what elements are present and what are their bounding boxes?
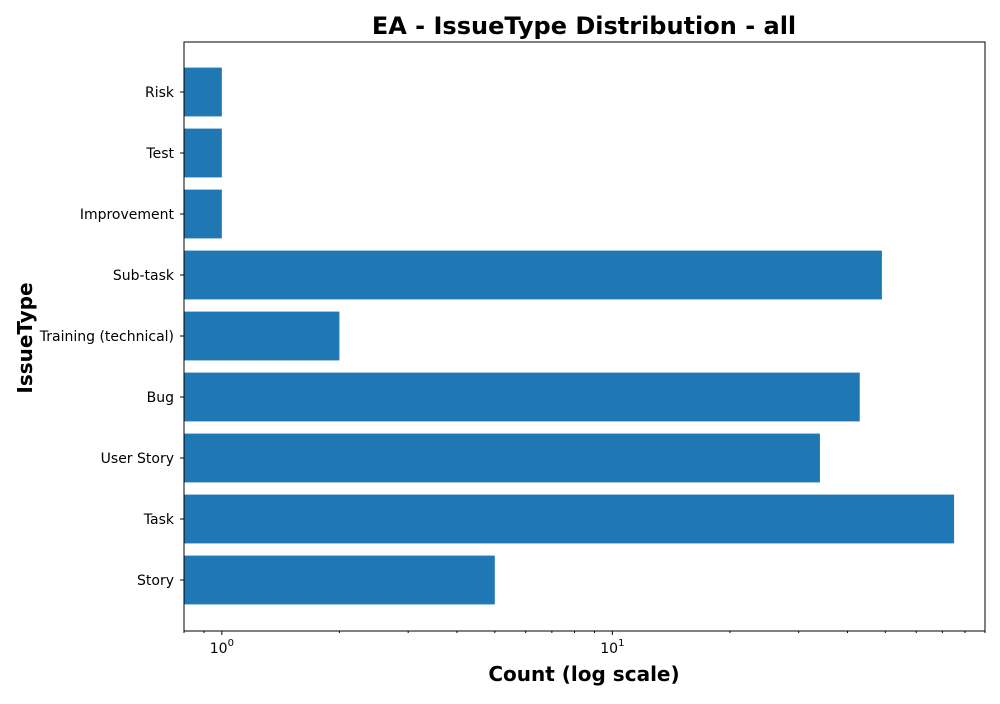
y-axis-ticks: Story Task User Story Bug Training (technica… xyxy=(39,85,184,589)
y-tick-label-risk: Risk xyxy=(145,85,175,101)
bar-risk xyxy=(184,67,222,117)
bar-story xyxy=(184,555,495,605)
y-tick-label-story: Story xyxy=(137,573,174,589)
x-tick-label-10: 101 xyxy=(600,638,624,657)
x-axis-label: Count (log scale) xyxy=(488,662,679,686)
y-axis-label: IssueType xyxy=(13,282,37,393)
bars-group xyxy=(184,67,955,605)
x-tick-label-1: 100 xyxy=(210,638,234,657)
bar-sub-task xyxy=(184,250,882,300)
y-tick-label-user-story: User Story xyxy=(101,451,174,467)
y-tick-label-task: Task xyxy=(143,512,175,528)
bar-task xyxy=(184,494,955,544)
chart-title: EA - IssueType Distribution - all xyxy=(372,12,796,40)
y-tick-label-improvement: Improvement xyxy=(80,207,175,223)
y-tick-label-sub-task: Sub-task xyxy=(113,268,175,284)
bar-training-technical xyxy=(184,311,340,361)
bar-bug xyxy=(184,372,860,422)
bar-test xyxy=(184,128,222,178)
y-tick-label-test: Test xyxy=(145,146,174,162)
y-tick-label-bug: Bug xyxy=(147,390,174,406)
bar-user-story xyxy=(184,433,820,483)
y-tick-label-training-technical: Training (technical) xyxy=(39,329,174,345)
plot-frame xyxy=(183,41,986,632)
bar-improvement xyxy=(184,189,222,239)
x-axis-ticks: 100 101 xyxy=(183,631,986,657)
